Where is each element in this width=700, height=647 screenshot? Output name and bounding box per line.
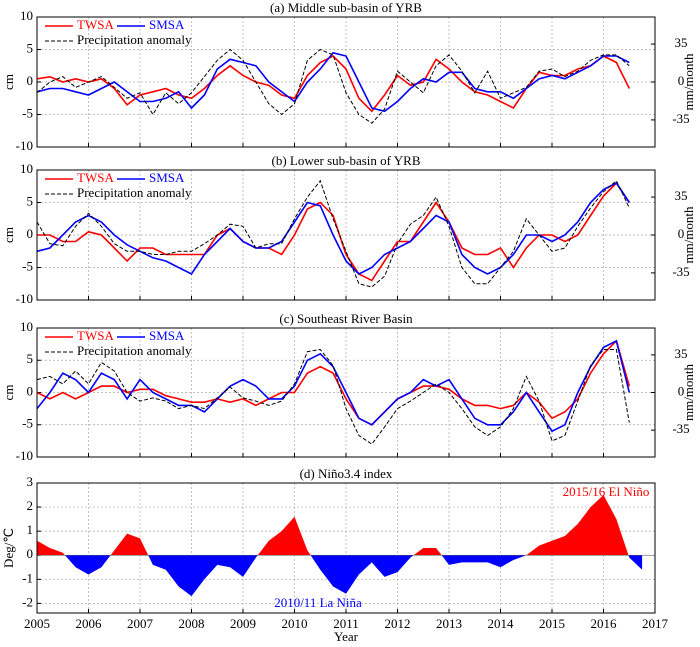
legend-label: SMSA bbox=[149, 170, 185, 185]
y-tick-label: 5 bbox=[27, 193, 34, 208]
x-tick-label: 2014 bbox=[488, 616, 515, 631]
y2-tick-label: 35 bbox=[675, 35, 688, 50]
panel-title: (b) Lower sub-basin of YRB bbox=[272, 153, 421, 168]
annotation: 2015/16 El Niño bbox=[563, 484, 650, 499]
x-tick-label: 2006 bbox=[76, 616, 103, 631]
y-tick-label: -5 bbox=[22, 258, 33, 273]
x-tick-label: 2015 bbox=[539, 616, 565, 631]
plot-frame bbox=[36, 16, 656, 148]
plot-frame bbox=[36, 482, 656, 614]
x-tick-label: 2013 bbox=[436, 616, 462, 631]
annotation: 2010/11 La Niña bbox=[274, 595, 362, 610]
legend-label: TWSA bbox=[77, 17, 114, 32]
y-tick-label: -5 bbox=[22, 105, 33, 120]
y2-tick-label: 0 bbox=[678, 73, 685, 88]
y-axis-label: cm bbox=[1, 385, 16, 401]
y-tick-label: 10 bbox=[20, 319, 33, 334]
y-tick-label: -5 bbox=[22, 416, 33, 431]
series-line bbox=[37, 181, 630, 282]
series-line bbox=[36, 339, 631, 433]
y2-tick-label: 35 bbox=[675, 188, 688, 203]
x-tick-label: 2010 bbox=[282, 616, 308, 631]
series-line bbox=[36, 48, 630, 124]
plot-frame bbox=[36, 169, 656, 301]
y-tick-label: 5 bbox=[27, 351, 34, 366]
x-tick-label: 2008 bbox=[179, 616, 205, 631]
y-axis-label: Deg/℃ bbox=[1, 528, 16, 568]
series-line bbox=[36, 55, 631, 113]
x-tick-label: 2009 bbox=[230, 616, 256, 631]
series-line bbox=[36, 348, 630, 445]
panel-title: (c) Southeast River Basin bbox=[279, 311, 413, 326]
legend-label: SMSA bbox=[149, 17, 185, 32]
y2-tick-label: -35 bbox=[672, 264, 689, 279]
y-tick-label: -10 bbox=[16, 138, 33, 153]
y-tick-label: 0 bbox=[27, 383, 34, 398]
x-tick-label: 2007 bbox=[127, 616, 154, 631]
y2-tick-label: 0 bbox=[678, 226, 685, 241]
legend-label: TWSA bbox=[77, 328, 114, 343]
y-tick-label: -1 bbox=[22, 570, 33, 585]
y2-tick-label: 0 bbox=[678, 383, 685, 398]
legend-label: SMSA bbox=[149, 328, 185, 343]
legend-label: Precipitation anomaly bbox=[77, 343, 192, 358]
x-tick-label: 2012 bbox=[385, 616, 411, 631]
y-tick-label: -2 bbox=[22, 594, 33, 609]
legend-label: TWSA bbox=[77, 170, 114, 185]
y2-axis-label: mm/month bbox=[681, 363, 696, 421]
y-tick-label: 1 bbox=[27, 522, 34, 537]
plot-frame bbox=[36, 327, 656, 458]
y2-axis-label: mm/month bbox=[681, 53, 696, 111]
series-line bbox=[36, 179, 630, 288]
panel-title: (d) Niño3.4 index bbox=[300, 466, 393, 481]
y-tick-label: 0 bbox=[27, 73, 34, 88]
x-tick-label: 2011 bbox=[333, 616, 359, 631]
y2-tick-label: -35 bbox=[672, 421, 689, 436]
legend-label: Precipitation anomaly bbox=[77, 185, 192, 200]
y-tick-label: 10 bbox=[20, 8, 33, 23]
index-area bbox=[37, 495, 643, 597]
y-tick-label: 5 bbox=[27, 40, 34, 55]
y-tick-label: 2 bbox=[27, 498, 34, 513]
y-tick-label: 3 bbox=[27, 474, 34, 489]
panel-title: (a) Middle sub-basin of YRB bbox=[270, 0, 422, 15]
series-line bbox=[36, 51, 630, 113]
x-tick-label: 2017 bbox=[642, 616, 669, 631]
y-tick-label: 10 bbox=[20, 161, 33, 176]
y-tick-label: -10 bbox=[16, 448, 33, 463]
x-tick-label: 2016 bbox=[591, 616, 618, 631]
y-tick-label: -10 bbox=[16, 291, 33, 306]
x-axis-label: Year bbox=[334, 629, 359, 644]
y-tick-label: 0 bbox=[27, 226, 34, 241]
series-line bbox=[36, 181, 630, 276]
series-line bbox=[36, 339, 631, 426]
legend-label: Precipitation anomaly bbox=[77, 32, 192, 47]
y2-tick-label: -35 bbox=[672, 111, 689, 126]
x-tick-label: 2005 bbox=[24, 616, 50, 631]
y-axis-label: cm bbox=[1, 74, 16, 90]
y-axis-label: cm bbox=[1, 227, 16, 243]
y2-axis-label: mm/month bbox=[681, 206, 696, 264]
y2-tick-label: 35 bbox=[675, 346, 688, 361]
y-tick-label: 0 bbox=[27, 546, 34, 561]
